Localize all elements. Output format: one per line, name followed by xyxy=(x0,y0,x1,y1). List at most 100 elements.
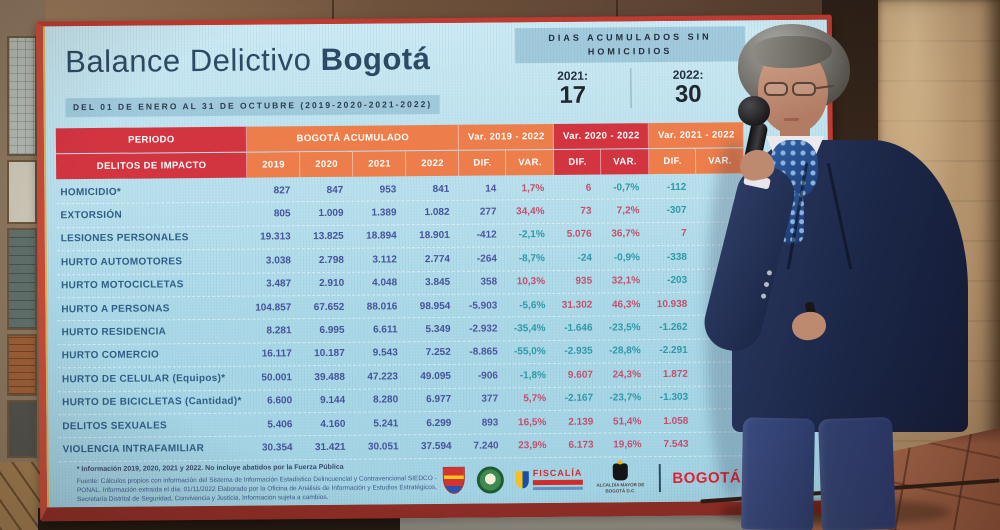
value-2019: 8.281 xyxy=(266,325,292,337)
value-2020: 9.144 xyxy=(320,395,346,407)
value-2022: 49.095 xyxy=(420,370,451,382)
value-2019: 16.117 xyxy=(261,348,292,360)
presenter-leg xyxy=(818,416,896,530)
dif-19-22: 358 xyxy=(480,276,498,288)
crime-name: HURTO A PERSONAS xyxy=(61,302,170,315)
value-2019: 3.487 xyxy=(266,278,292,290)
dif-20-22: 9.607 xyxy=(567,369,593,381)
value-2020: 39.488 xyxy=(314,371,345,383)
value-2022: 5.349 xyxy=(425,323,451,336)
fiscalia-tagline xyxy=(532,486,583,490)
logo-divider xyxy=(658,464,661,493)
dif-19-22: 377 xyxy=(481,393,499,405)
header-delitos: DELITOS DE IMPACTO xyxy=(55,152,248,180)
fiscalia-logo: FISCALÍA xyxy=(515,467,583,490)
crime-name: HURTO DE BICICLETAS (Cantidad)* xyxy=(62,395,242,409)
crime-name: LESIONES PERSONALES xyxy=(60,232,189,245)
value-2021: 47.223 xyxy=(367,371,398,383)
crime-name: VIOLENCIA INTRAFAMILIAR xyxy=(62,443,205,456)
value-2021: 1.389 xyxy=(371,207,397,219)
ceiling-beam xyxy=(616,0,618,28)
escudo-bogota-logo xyxy=(442,466,465,494)
dif-19-22: -2.932 xyxy=(469,323,498,335)
alcaldia-emblem-icon xyxy=(612,463,628,481)
var-19-22: 1,7% xyxy=(521,182,545,194)
dif-20-22: 31.302 xyxy=(561,299,593,311)
value-2022: 18.901 xyxy=(419,230,450,242)
alcaldia-label: ALCALDÍA MAYOR DE BOGOTÁ D.C. xyxy=(596,482,645,494)
var-19-22: -35,4% xyxy=(513,323,546,335)
var-19-22: 10,3% xyxy=(516,276,546,288)
header-var-20-22: Var. 2020 - 2022 xyxy=(553,123,649,149)
value-2019: 104.857 xyxy=(255,301,292,314)
var-20-22: 19,6% xyxy=(613,439,642,451)
header-periodo: PERIODO xyxy=(55,126,247,154)
var-20-22: 46,3% xyxy=(611,298,641,311)
var-20-22: 24,3% xyxy=(612,369,641,381)
value-2021: 88.016 xyxy=(366,300,398,313)
header-year: 2021 xyxy=(352,151,407,177)
value-2021: 8.280 xyxy=(373,394,399,406)
value-2019: 6.600 xyxy=(267,395,293,407)
value-2019: 805 xyxy=(273,208,291,220)
var-20-22: -28,8% xyxy=(608,345,641,357)
slide-subtitle: DEL 01 DE ENERO AL 31 DE OCTUBRE (2019-2… xyxy=(65,94,440,118)
ceiling-beam xyxy=(332,0,334,28)
crime-name: HOMICIDIO* xyxy=(60,186,122,198)
value-2021: 4.048 xyxy=(372,277,398,289)
crime-name: EXTORSIÓN xyxy=(60,209,122,222)
dif-20-22: -1.646 xyxy=(564,322,593,334)
value-2020: 6.995 xyxy=(319,324,345,337)
alcaldia-mayor-logo: ALCALDÍA MAYOR DE BOGOTÁ D.C. xyxy=(594,463,646,493)
var-20-22: 7,2% xyxy=(616,205,640,217)
microphone-head xyxy=(738,96,770,126)
dif-20-22: -2.167 xyxy=(564,392,594,405)
header-var-19-22: Var. 2019 - 2022 xyxy=(458,123,554,150)
value-2022: 3.845 xyxy=(425,277,451,289)
dif-19-22: 277 xyxy=(479,206,497,218)
days-item-2021: 2021: 17 xyxy=(515,68,630,109)
var-19-22: 5,7% xyxy=(523,393,547,405)
presenter-leg xyxy=(741,417,815,530)
table-body: HOMICIDIO* 827 847 953 841 14 1,7% 6 -0,… xyxy=(56,175,747,462)
crime-name: HURTO MOTOCICLETAS xyxy=(61,279,184,292)
value-2022: 37.594 xyxy=(420,440,452,453)
crime-name: HURTO DE CELULAR (Equipos)* xyxy=(61,372,226,386)
value-2019: 3.038 xyxy=(265,255,291,267)
window-pane xyxy=(7,160,37,224)
value-2020: 31.421 xyxy=(314,441,346,454)
dif-19-22: 7.240 xyxy=(473,440,499,452)
var-20-22: -23,7% xyxy=(609,392,642,404)
table-header-columns: DELITOS DE IMPACTO 2019 2020 2021 2022 D… xyxy=(55,148,745,180)
value-2020: 67.652 xyxy=(313,301,345,313)
value-2020: 10.187 xyxy=(314,348,345,360)
crime-table: PERIODO BOGOTÁ ACUMULADO Var. 2019 - 202… xyxy=(55,122,747,462)
value-2020: 13.825 xyxy=(313,231,344,243)
dif-19-22: -412 xyxy=(476,229,497,242)
value-2022: 98.954 xyxy=(419,300,451,312)
value-2021: 18.894 xyxy=(366,230,397,243)
glasses-icon xyxy=(764,82,788,96)
value-2021: 953 xyxy=(379,184,397,196)
value-2019: 5.406 xyxy=(267,418,293,431)
value-2020: 2.910 xyxy=(319,278,345,290)
header-year: 2022 xyxy=(405,150,460,177)
header-acumulado: BOGOTÁ ACUMULADO xyxy=(246,124,459,152)
value-2021: 5.241 xyxy=(373,417,399,430)
value-2020: 2.798 xyxy=(318,254,344,266)
value-2019: 30.354 xyxy=(261,442,293,454)
presenter-hair-fringe xyxy=(752,36,832,68)
var-20-22: -0,7% xyxy=(613,181,640,194)
value-2022: 6.299 xyxy=(426,417,452,429)
value-2021: 30.051 xyxy=(367,441,399,453)
value-2021: 3.112 xyxy=(372,254,397,266)
dif-20-22: -24 xyxy=(577,252,592,264)
value-2020: 847 xyxy=(326,184,344,196)
var-20-22: -0,9% xyxy=(613,252,640,264)
dif-19-22: -264 xyxy=(476,253,497,265)
dif-20-22: 6 xyxy=(585,182,592,194)
header-dif: DIF. xyxy=(553,149,602,175)
var-20-22: 51,4% xyxy=(612,415,642,428)
dif-19-22: -5.903 xyxy=(468,300,498,312)
var-19-22: -5,6% xyxy=(519,299,546,311)
